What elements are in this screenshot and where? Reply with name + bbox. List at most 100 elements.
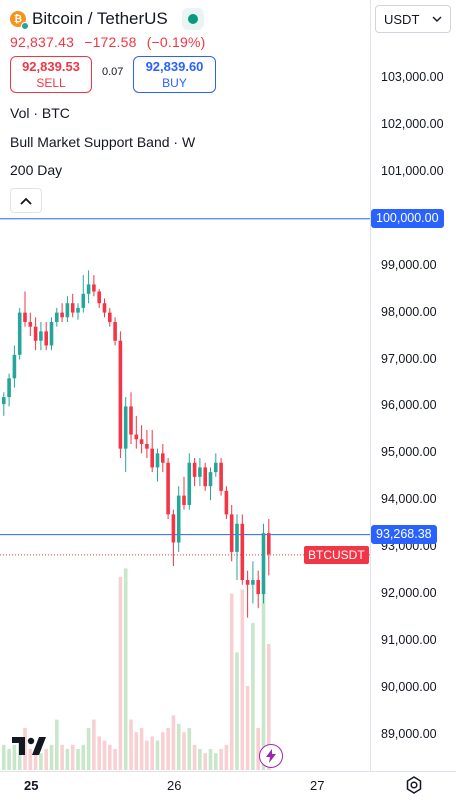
sell-price: 92,839.53 xyxy=(22,59,80,74)
price-change-pct: (−0.19%) xyxy=(146,34,206,50)
volume-bar xyxy=(108,744,112,770)
chevron-up-icon xyxy=(20,192,32,210)
candle-body xyxy=(86,284,91,294)
candle-body xyxy=(17,312,22,355)
time-label-26: 26 xyxy=(167,778,182,793)
candle-body xyxy=(214,462,218,473)
legend-volume[interactable]: Vol · BTC xyxy=(10,105,70,121)
symbol-title[interactable]: Bitcoin / TetherUS xyxy=(32,9,168,28)
currency-select[interactable]: USDT xyxy=(375,5,451,33)
volume-bar xyxy=(240,589,245,770)
price-axis-label: 103,000.00 xyxy=(381,70,444,84)
candle-body xyxy=(76,307,80,313)
candle-body xyxy=(23,312,27,322)
candle-body xyxy=(28,321,33,327)
candle-body xyxy=(219,462,223,491)
price-axis-label: 102,000.00 xyxy=(381,116,444,131)
candle-body xyxy=(240,523,245,581)
candle-body xyxy=(81,293,86,308)
candle-body xyxy=(134,434,139,440)
candle-body xyxy=(12,354,17,379)
time-label-25: 25 xyxy=(24,778,39,793)
volume-bar xyxy=(150,736,154,770)
volume-bar xyxy=(182,732,186,770)
volume-bar xyxy=(2,744,6,770)
tradingview-logo-icon[interactable] xyxy=(12,737,46,755)
price-axis-label: 89,000.00 xyxy=(381,726,437,741)
volume-bar xyxy=(39,753,43,770)
market-open-icon[interactable] xyxy=(181,8,204,30)
candle-body xyxy=(123,406,128,449)
candle-body xyxy=(92,284,96,292)
sell-button[interactable]: 92,839.53 SELL xyxy=(10,56,92,93)
volume-bar xyxy=(261,593,266,770)
candle-body xyxy=(118,340,123,449)
candle-body xyxy=(182,495,186,505)
candle-body xyxy=(267,533,271,555)
volume-bar xyxy=(267,644,271,770)
volume-bar xyxy=(113,749,117,770)
time-label-27: 27 xyxy=(310,778,325,793)
chart-settings-icon[interactable] xyxy=(404,775,424,795)
volume-bar xyxy=(176,723,181,770)
last-line-price-tag[interactable]: 93,268.38 xyxy=(371,524,437,544)
volume-bar xyxy=(166,728,170,770)
candle-body xyxy=(129,406,133,435)
bitcoin-icon: ₿ xyxy=(10,11,29,30)
volume-bar xyxy=(86,728,91,770)
volume-bar xyxy=(33,749,38,770)
volume-bar xyxy=(49,744,54,770)
candle-body xyxy=(97,291,101,304)
candle-body xyxy=(39,331,43,341)
candle-body xyxy=(49,321,54,346)
candle-body xyxy=(55,312,59,322)
candle-body xyxy=(161,453,165,463)
volume-bar xyxy=(123,568,128,770)
volume-bar xyxy=(155,740,160,770)
volume-bar xyxy=(76,749,80,770)
currency-value: USDT xyxy=(384,11,420,27)
volume-bar xyxy=(55,719,59,770)
price-axis-label: 98,000.00 xyxy=(381,304,437,319)
candle-body xyxy=(224,490,229,515)
price-axis-label: 99,000.00 xyxy=(381,257,437,272)
volume-bar xyxy=(28,749,33,770)
candle-body xyxy=(102,303,107,313)
volume-bar xyxy=(97,736,101,770)
candle-body xyxy=(113,321,117,341)
volume-bar xyxy=(171,715,176,770)
volume-bar xyxy=(17,740,22,770)
candle-body xyxy=(208,472,213,487)
volume-bar xyxy=(60,744,64,770)
candle-body xyxy=(256,580,260,595)
candle-body xyxy=(261,533,266,595)
symbol-row[interactable]: ₿ Bitcoin / TetherUS xyxy=(10,8,204,30)
volume-bar xyxy=(214,753,218,770)
legend-band[interactable]: Bull Market Support Band · W xyxy=(10,134,196,150)
candle-body xyxy=(1,397,6,405)
volume-bar xyxy=(44,749,48,770)
horizontal-line-price-tag[interactable]: 100,000.00 xyxy=(371,208,444,228)
volume-bar xyxy=(65,749,70,770)
volume-bar xyxy=(139,728,144,770)
volume-bar xyxy=(235,652,239,770)
legend-ma[interactable]: 200 Day xyxy=(10,162,63,178)
candle-body xyxy=(203,467,207,487)
candle-body xyxy=(155,453,160,468)
candle-body xyxy=(150,448,154,468)
collapse-legend-button[interactable] xyxy=(10,188,42,213)
sell-label: SELL xyxy=(36,76,66,90)
price-axis-label: 96,000.00 xyxy=(381,398,437,413)
flash-icon[interactable] xyxy=(259,744,283,768)
time-axis[interactable]: 25 26 27 xyxy=(0,772,456,800)
candle-body xyxy=(251,580,255,585)
price-axis-label: 94,000.00 xyxy=(381,492,437,507)
volume-bar xyxy=(118,576,123,770)
volume-bar xyxy=(251,623,255,770)
candle-body xyxy=(33,326,38,341)
candle-body xyxy=(171,514,176,543)
symbol-price-tag: BTCUSDT xyxy=(304,545,369,564)
volume-bar xyxy=(229,593,234,770)
buy-button[interactable]: 92,839.60 BUY xyxy=(133,56,216,93)
